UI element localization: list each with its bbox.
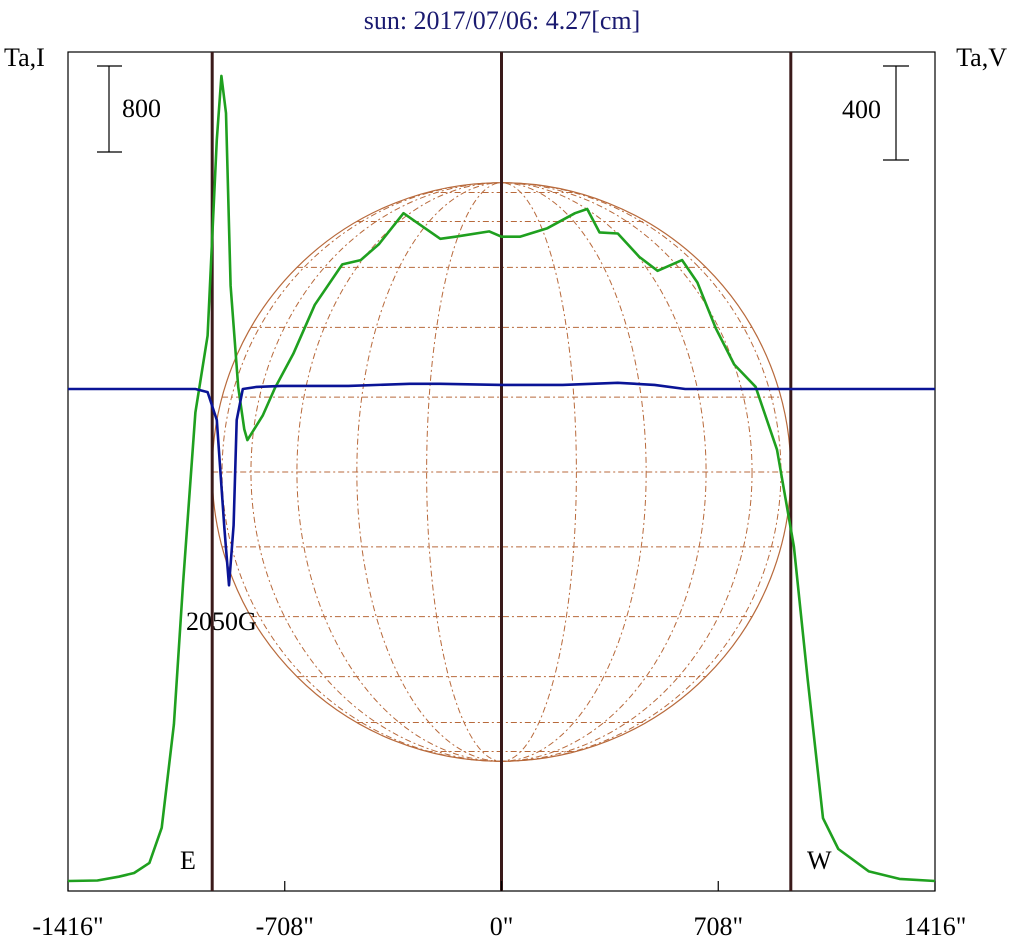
right-axis-label: Ta,V <box>956 43 1007 72</box>
x-tick-label: 1416" <box>904 912 967 941</box>
scale-bar-right: 400 <box>842 65 909 161</box>
x-tick-label: -708" <box>256 912 314 941</box>
limb-center-lines <box>210 52 793 891</box>
limb-label-east: E <box>180 846 196 875</box>
scale-bar-right-label: 400 <box>842 95 881 124</box>
x-tick-label: 0" <box>490 912 514 941</box>
series-line-intensity <box>67 74 936 883</box>
field-strength-annotation: 2050G <box>186 607 257 636</box>
x-tick-label: 708" <box>693 912 743 941</box>
series-lines <box>67 74 936 883</box>
x-tick-label: -1416" <box>32 912 103 941</box>
series-line-polarization <box>68 381 935 587</box>
x-axis-ticks: -1416" -708" 0" 708" 1416" <box>32 881 966 941</box>
chart-title: sun: 2017/07/06: 4.27[cm] <box>364 6 641 35</box>
scale-bar-left: 800 <box>97 65 161 153</box>
limb-label-west: W <box>807 846 832 875</box>
scale-bar-left-label: 800 <box>122 94 161 123</box>
left-axis-label: Ta,I <box>4 43 45 72</box>
